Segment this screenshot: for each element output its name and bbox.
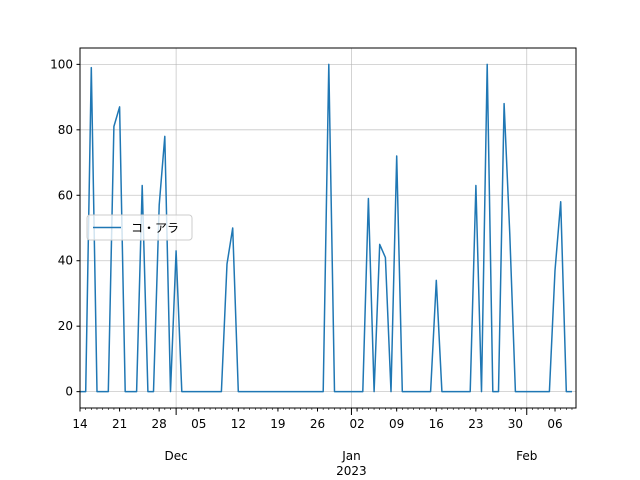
legend-box xyxy=(86,214,193,241)
month-label: Dec xyxy=(165,449,188,463)
y-tick-label: 100 xyxy=(50,57,73,71)
x-tick-label: 05 xyxy=(191,417,206,431)
y-tick-label: 60 xyxy=(58,188,73,202)
y-axis: 0 20 40 60 80 100 xyxy=(50,57,80,399)
axes-frame xyxy=(79,47,577,409)
legend-label: コ・アラ xyxy=(131,221,179,235)
y-tick-label: 80 xyxy=(58,123,73,137)
series-line xyxy=(80,63,572,393)
x-tick-label: 23 xyxy=(468,417,483,431)
y-tick-label: 20 xyxy=(58,319,73,333)
x-tick-label: 16 xyxy=(429,417,444,431)
y-tick-label: 0 xyxy=(65,385,73,399)
x-tick-label: 02 xyxy=(349,417,364,431)
month-label: Feb xyxy=(516,449,537,463)
x-tick-label: 12 xyxy=(231,417,246,431)
x-tick-label: 26 xyxy=(310,417,325,431)
legend: コ・アラ xyxy=(86,214,193,241)
x-tick-label: 19 xyxy=(270,417,285,431)
x-tick-label: 28 xyxy=(152,417,167,431)
month-label: Jan xyxy=(341,449,361,463)
y-tick-label: 40 xyxy=(58,254,73,268)
year-label: 2023 xyxy=(336,464,367,478)
x-tick-label: 30 xyxy=(508,417,523,431)
x-tick-label: 09 xyxy=(389,417,404,431)
x-tick-label: 06 xyxy=(547,417,562,431)
x-tick-label: 14 xyxy=(72,417,87,431)
x-tick-label: 21 xyxy=(112,417,127,431)
gridlines xyxy=(80,48,576,408)
series-layer xyxy=(80,63,572,393)
